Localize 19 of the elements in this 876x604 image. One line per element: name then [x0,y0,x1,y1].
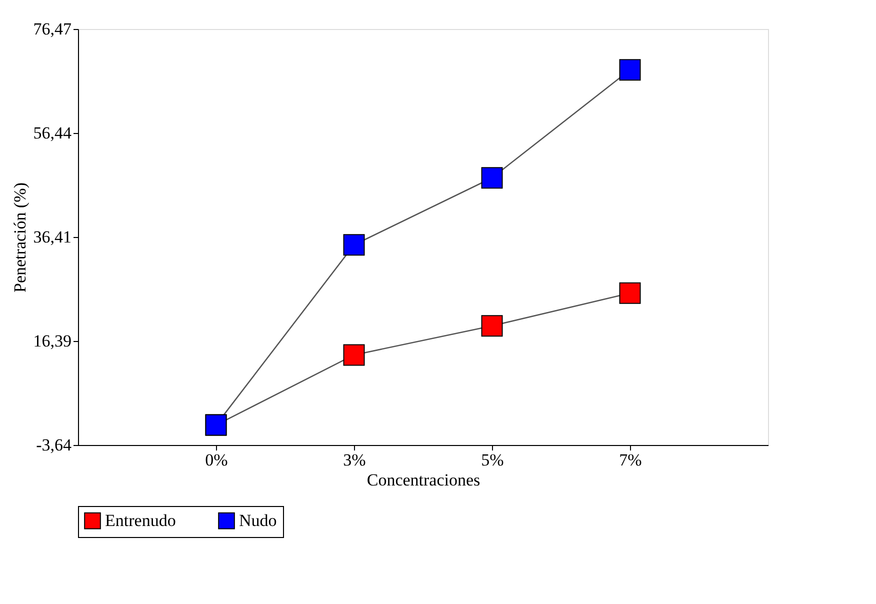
y-axis-title: Penetración (%) [10,182,30,292]
legend-label: Entrenudo [105,510,176,530]
point [481,315,503,337]
x-tick-label: 3% [343,450,366,470]
y-tick-label: 76,47 [33,20,72,38]
point [619,282,641,304]
x-tick-label: 7% [619,450,642,470]
y-tick-label: -3,64 [36,436,72,454]
point [343,344,365,366]
legend-label: Nudo [239,510,277,530]
x-tick-label: 0% [205,450,228,470]
x-tick-label: 5% [481,450,504,470]
point [343,234,365,256]
point [481,167,503,189]
y-tick-label: 56,44 [33,124,72,143]
x-axis-title: Concentraciones [366,470,480,490]
point [619,59,641,81]
y-tick-label: 16,39 [33,331,72,350]
y-tick-label: 36,41 [33,228,72,247]
